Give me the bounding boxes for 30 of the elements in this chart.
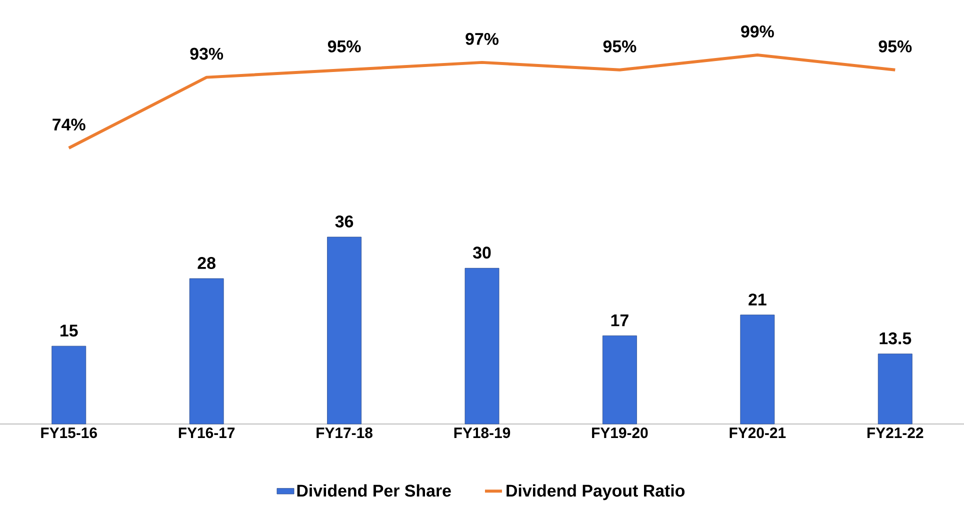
data-label: 74% — [52, 118, 86, 130]
bar — [878, 354, 912, 424]
legend-label: Dividend Per Share — [297, 484, 451, 497]
data-label: 97% — [466, 32, 498, 45]
bar — [464, 268, 500, 424]
data-label: 15 — [60, 324, 78, 337]
x-tick-label: FY16-17 — [178, 428, 235, 438]
data-label: 17 — [611, 314, 628, 326]
bar — [327, 236, 362, 424]
data-label: 28 — [198, 257, 216, 270]
x-tick-label: FY21-22 — [867, 428, 924, 438]
x-tick-label: FY20-21 — [730, 428, 786, 438]
bar — [189, 278, 224, 424]
x-tick-label: FY17-18 — [316, 428, 372, 438]
data-label: 95% — [328, 40, 361, 52]
data-label: 95% — [603, 40, 636, 52]
x-tick-label: FY18-19 — [454, 428, 510, 438]
data-label: 93% — [190, 48, 224, 60]
text: Dividend Payout Ratio — [506, 484, 685, 500]
data-label: 95% — [878, 40, 912, 52]
data-label: 30 — [472, 246, 491, 259]
data-label: 99% — [741, 25, 774, 38]
data-label: 21 — [748, 294, 766, 306]
x-tick-label: FY19-20 — [592, 428, 648, 438]
bar — [740, 314, 775, 424]
x-tick-label: FY15-16 — [41, 428, 97, 438]
data-label: 36 — [335, 215, 354, 228]
bar — [52, 346, 86, 424]
bar — [602, 335, 637, 424]
data-label: 13.5 — [880, 332, 912, 344]
